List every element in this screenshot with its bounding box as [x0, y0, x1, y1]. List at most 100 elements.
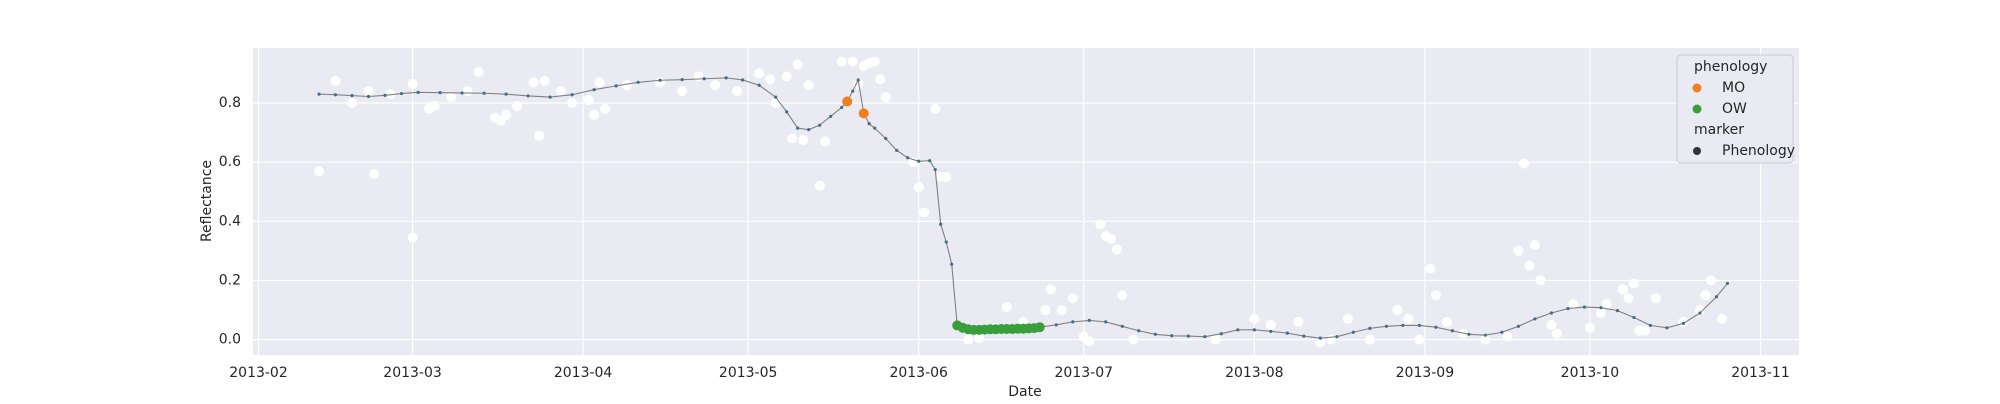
observation-point [1458, 328, 1469, 339]
observation-point [567, 98, 578, 109]
observation-point [710, 80, 721, 91]
observation-point [600, 103, 611, 114]
legend-label: OW [1722, 101, 1747, 117]
legend-label: MO [1722, 80, 1745, 96]
line-point [1725, 281, 1730, 286]
observation-point [693, 71, 704, 82]
line-point [851, 89, 855, 93]
observation-point [847, 56, 858, 67]
observation-point [677, 86, 688, 97]
observation-point [1623, 293, 1634, 304]
x-tick-label: 2013-02 [229, 365, 288, 381]
y-tick-label: 0.4 [219, 213, 241, 229]
x-tick-label: 2013-03 [383, 365, 442, 381]
line-point [1351, 330, 1355, 334]
observation-point [1601, 299, 1612, 310]
line-point [1401, 323, 1405, 328]
line-point [460, 91, 464, 95]
line-point [614, 84, 618, 88]
plot-background [253, 48, 1799, 355]
observation-point [1106, 234, 1117, 245]
line-point [592, 88, 596, 92]
line-point [873, 126, 877, 130]
line-point [1450, 329, 1454, 333]
observation-point [1700, 290, 1711, 301]
line-point [807, 128, 811, 132]
line-point [366, 94, 371, 99]
line-point [333, 93, 338, 97]
observation-point [622, 80, 633, 91]
observation-point [347, 98, 358, 109]
observation-point [908, 157, 919, 168]
observation-point [913, 182, 924, 193]
line-point [482, 91, 486, 95]
observation-point [1595, 308, 1606, 319]
observation-point [875, 74, 886, 85]
legend-title: phenology [1694, 59, 1767, 75]
line-point [1137, 329, 1141, 333]
y-tick-label: 0.8 [219, 95, 241, 111]
line-point [895, 148, 899, 152]
observation-point [462, 86, 473, 97]
observation-point [429, 100, 440, 111]
observation-point [1111, 244, 1122, 255]
observation-point [869, 56, 880, 67]
legend-marker [1693, 147, 1701, 155]
line-point [702, 77, 706, 81]
line-point [1170, 334, 1174, 338]
line-point [1203, 335, 1207, 339]
observation-point [589, 109, 600, 120]
observation-point [930, 103, 941, 114]
line-point [1252, 328, 1256, 332]
x-tick-label: 2013-09 [1396, 365, 1455, 381]
observation-point [1480, 334, 1491, 345]
observation-point [941, 171, 952, 182]
observation-point [820, 136, 831, 147]
observation-point [1210, 334, 1221, 345]
observation-point [1067, 293, 1078, 304]
line-point [1434, 325, 1438, 329]
line-point [1219, 332, 1223, 336]
line-point [939, 222, 943, 226]
observation-point [1639, 325, 1650, 336]
observation-point [407, 232, 418, 243]
observation-point [1414, 334, 1425, 345]
line-point [1516, 324, 1521, 328]
legend: phenology MO OW marker Phenology [1676, 54, 1795, 164]
line-point [1054, 323, 1058, 327]
observation-point [528, 77, 539, 88]
observation-point [407, 78, 418, 89]
observation-point [1056, 305, 1067, 316]
observation-point [798, 134, 809, 145]
line-point [906, 156, 910, 160]
data-marks [314, 56, 1730, 348]
observation-point [1403, 313, 1414, 324]
observation-point [919, 207, 930, 218]
observation-point [314, 166, 325, 177]
observation-point [1425, 263, 1436, 274]
observation-point [792, 59, 803, 70]
line-point [317, 92, 321, 96]
observation-point [512, 100, 523, 111]
line-point [526, 94, 530, 98]
observation-point [1694, 305, 1705, 316]
line-point [741, 78, 745, 82]
observation-point [556, 86, 567, 97]
observation-point [446, 92, 457, 103]
x-tick-label: 2013-06 [889, 365, 948, 381]
line-point [1384, 324, 1388, 328]
line-point [1153, 332, 1157, 336]
observation-point [1326, 334, 1337, 345]
line-point [636, 80, 640, 84]
observation-point [1546, 319, 1557, 330]
line-point [658, 78, 662, 82]
observation-point [1249, 313, 1260, 324]
line-point [1665, 326, 1669, 330]
x-tick-label: 2013-05 [719, 365, 778, 381]
line-point [796, 126, 800, 130]
legend-label: Phenology [1722, 143, 1795, 159]
line-point [1566, 306, 1570, 311]
line-point [1615, 309, 1620, 313]
line-point [383, 93, 387, 97]
